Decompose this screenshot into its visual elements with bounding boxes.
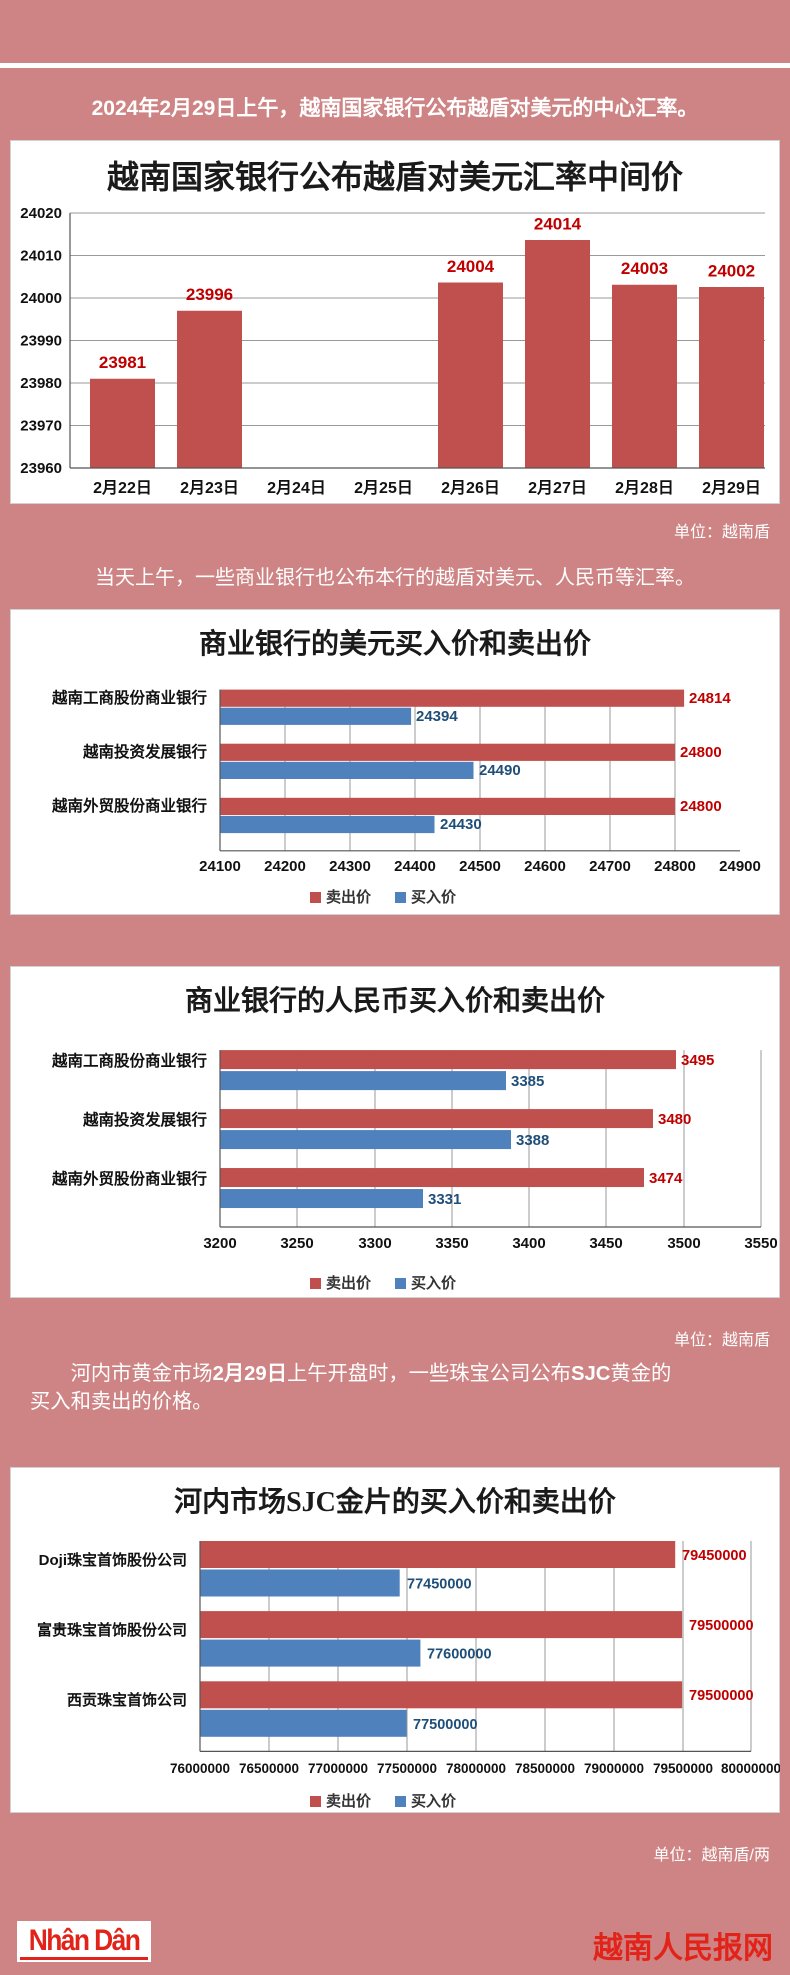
svg-text:24200: 24200 (264, 858, 306, 875)
svg-text:24100: 24100 (199, 858, 241, 875)
svg-text:2月24日: 2月24日 (267, 479, 326, 497)
svg-text:79500000: 79500000 (689, 1688, 754, 1704)
svg-text:3480: 3480 (658, 1111, 691, 1128)
svg-text:2月27日: 2月27日 (528, 479, 587, 497)
svg-text:越南工商股份商业银行: 越南工商股份商业银行 (51, 1051, 208, 1070)
svg-text:78500000: 78500000 (515, 1761, 575, 1776)
svg-text:76000000: 76000000 (170, 1761, 230, 1776)
svg-text:77600000: 77600000 (427, 1647, 492, 1663)
svg-text:24800: 24800 (680, 744, 722, 761)
svg-text:77000000: 77000000 (308, 1761, 368, 1776)
svg-text:23981: 23981 (99, 353, 146, 372)
svg-text:77500000: 77500000 (377, 1761, 437, 1776)
svg-text:越南投资发展银行: 越南投资发展银行 (82, 1110, 208, 1129)
svg-text:2月22日: 2月22日 (93, 479, 152, 497)
svg-text:2月23日: 2月23日 (180, 479, 239, 497)
svg-text:24600: 24600 (524, 858, 566, 875)
svg-text:24020: 24020 (20, 205, 62, 222)
svg-text:3331: 3331 (428, 1191, 461, 1208)
svg-text:3200: 3200 (203, 1235, 236, 1252)
svg-text:买入价: 买入价 (411, 1793, 457, 1810)
svg-text:3400: 3400 (512, 1235, 545, 1252)
svg-text:越南外贸股份商业银行: 越南外贸股份商业银行 (51, 1169, 208, 1188)
svg-text:24900: 24900 (719, 858, 761, 875)
svg-text:越南投资发展银行: 越南投资发展银行 (82, 742, 208, 761)
svg-text:Doji珠宝首饰股份公司: Doji珠宝首饰股份公司 (39, 1551, 187, 1569)
svg-text:23996: 23996 (186, 285, 233, 304)
svg-text:23970: 23970 (20, 418, 62, 435)
svg-text:77500000: 77500000 (413, 1717, 478, 1733)
svg-text:23960: 23960 (20, 460, 62, 477)
svg-text:3388: 3388 (516, 1132, 549, 1149)
svg-text:2月26日: 2月26日 (441, 479, 500, 497)
svg-text:买入价: 买入价 (411, 889, 457, 906)
svg-text:24300: 24300 (329, 858, 371, 875)
svg-text:3300: 3300 (358, 1235, 391, 1252)
svg-text:24814: 24814 (689, 690, 731, 707)
svg-text:24800: 24800 (654, 858, 696, 875)
svg-text:79500000: 79500000 (689, 1618, 754, 1634)
svg-text:越南外贸股份商业银行: 越南外贸股份商业银行 (51, 796, 208, 815)
svg-text:2月25日: 2月25日 (354, 479, 413, 497)
svg-text:24004: 24004 (447, 257, 495, 276)
svg-text:80000000: 80000000 (721, 1761, 780, 1776)
svg-text:2月28日: 2月28日 (615, 479, 674, 497)
svg-text:西贡珠宝首饰公司: 西贡珠宝首饰公司 (67, 1691, 187, 1709)
svg-text:3500: 3500 (667, 1235, 700, 1252)
svg-text:24003: 24003 (621, 259, 668, 278)
svg-text:24394: 24394 (416, 708, 458, 725)
svg-text:3474: 3474 (649, 1170, 683, 1187)
svg-text:买入价: 买入价 (411, 1275, 457, 1292)
svg-text:24490: 24490 (479, 762, 521, 779)
svg-text:3495: 3495 (681, 1052, 714, 1069)
svg-text:24430: 24430 (440, 816, 482, 833)
svg-text:23990: 23990 (20, 333, 62, 350)
svg-text:3450: 3450 (589, 1235, 622, 1252)
svg-text:富贵珠宝首饰股份公司: 富贵珠宝首饰股份公司 (37, 1621, 187, 1639)
svg-text:3550: 3550 (744, 1235, 777, 1252)
svg-text:79450000: 79450000 (682, 1548, 747, 1564)
svg-text:24400: 24400 (394, 858, 436, 875)
svg-text:24000: 24000 (20, 290, 62, 307)
svg-text:卖出价: 卖出价 (326, 1792, 372, 1810)
svg-text:23980: 23980 (20, 375, 62, 392)
svg-text:24700: 24700 (589, 858, 631, 875)
svg-text:卖出价: 卖出价 (326, 1274, 372, 1292)
svg-text:3250: 3250 (280, 1235, 313, 1252)
svg-text:76500000: 76500000 (239, 1761, 299, 1776)
svg-text:卖出价: 卖出价 (326, 888, 372, 906)
svg-text:24002: 24002 (708, 262, 755, 281)
svg-text:79500000: 79500000 (653, 1761, 713, 1776)
svg-text:24500: 24500 (459, 858, 501, 875)
svg-text:越南工商股份商业银行: 越南工商股份商业银行 (51, 688, 208, 707)
svg-text:24010: 24010 (20, 248, 62, 265)
svg-text:3350: 3350 (435, 1235, 468, 1252)
svg-text:24014: 24014 (534, 215, 582, 234)
svg-text:2月29日: 2月29日 (702, 479, 761, 497)
svg-text:79000000: 79000000 (584, 1761, 644, 1776)
svg-text:24800: 24800 (680, 798, 722, 815)
svg-text:3385: 3385 (511, 1073, 544, 1090)
svg-text:78000000: 78000000 (446, 1761, 506, 1776)
svg-text:77450000: 77450000 (407, 1577, 472, 1593)
